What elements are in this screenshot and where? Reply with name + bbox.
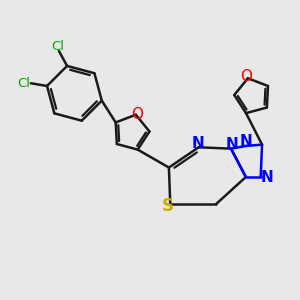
Text: N: N [239, 134, 252, 148]
Text: S: S [162, 197, 174, 215]
Text: O: O [241, 69, 253, 84]
Text: N: N [260, 169, 273, 184]
Text: N: N [192, 136, 204, 151]
Text: Cl: Cl [18, 77, 31, 90]
Text: Cl: Cl [51, 40, 64, 53]
Text: O: O [131, 107, 143, 122]
Text: N: N [225, 137, 238, 152]
